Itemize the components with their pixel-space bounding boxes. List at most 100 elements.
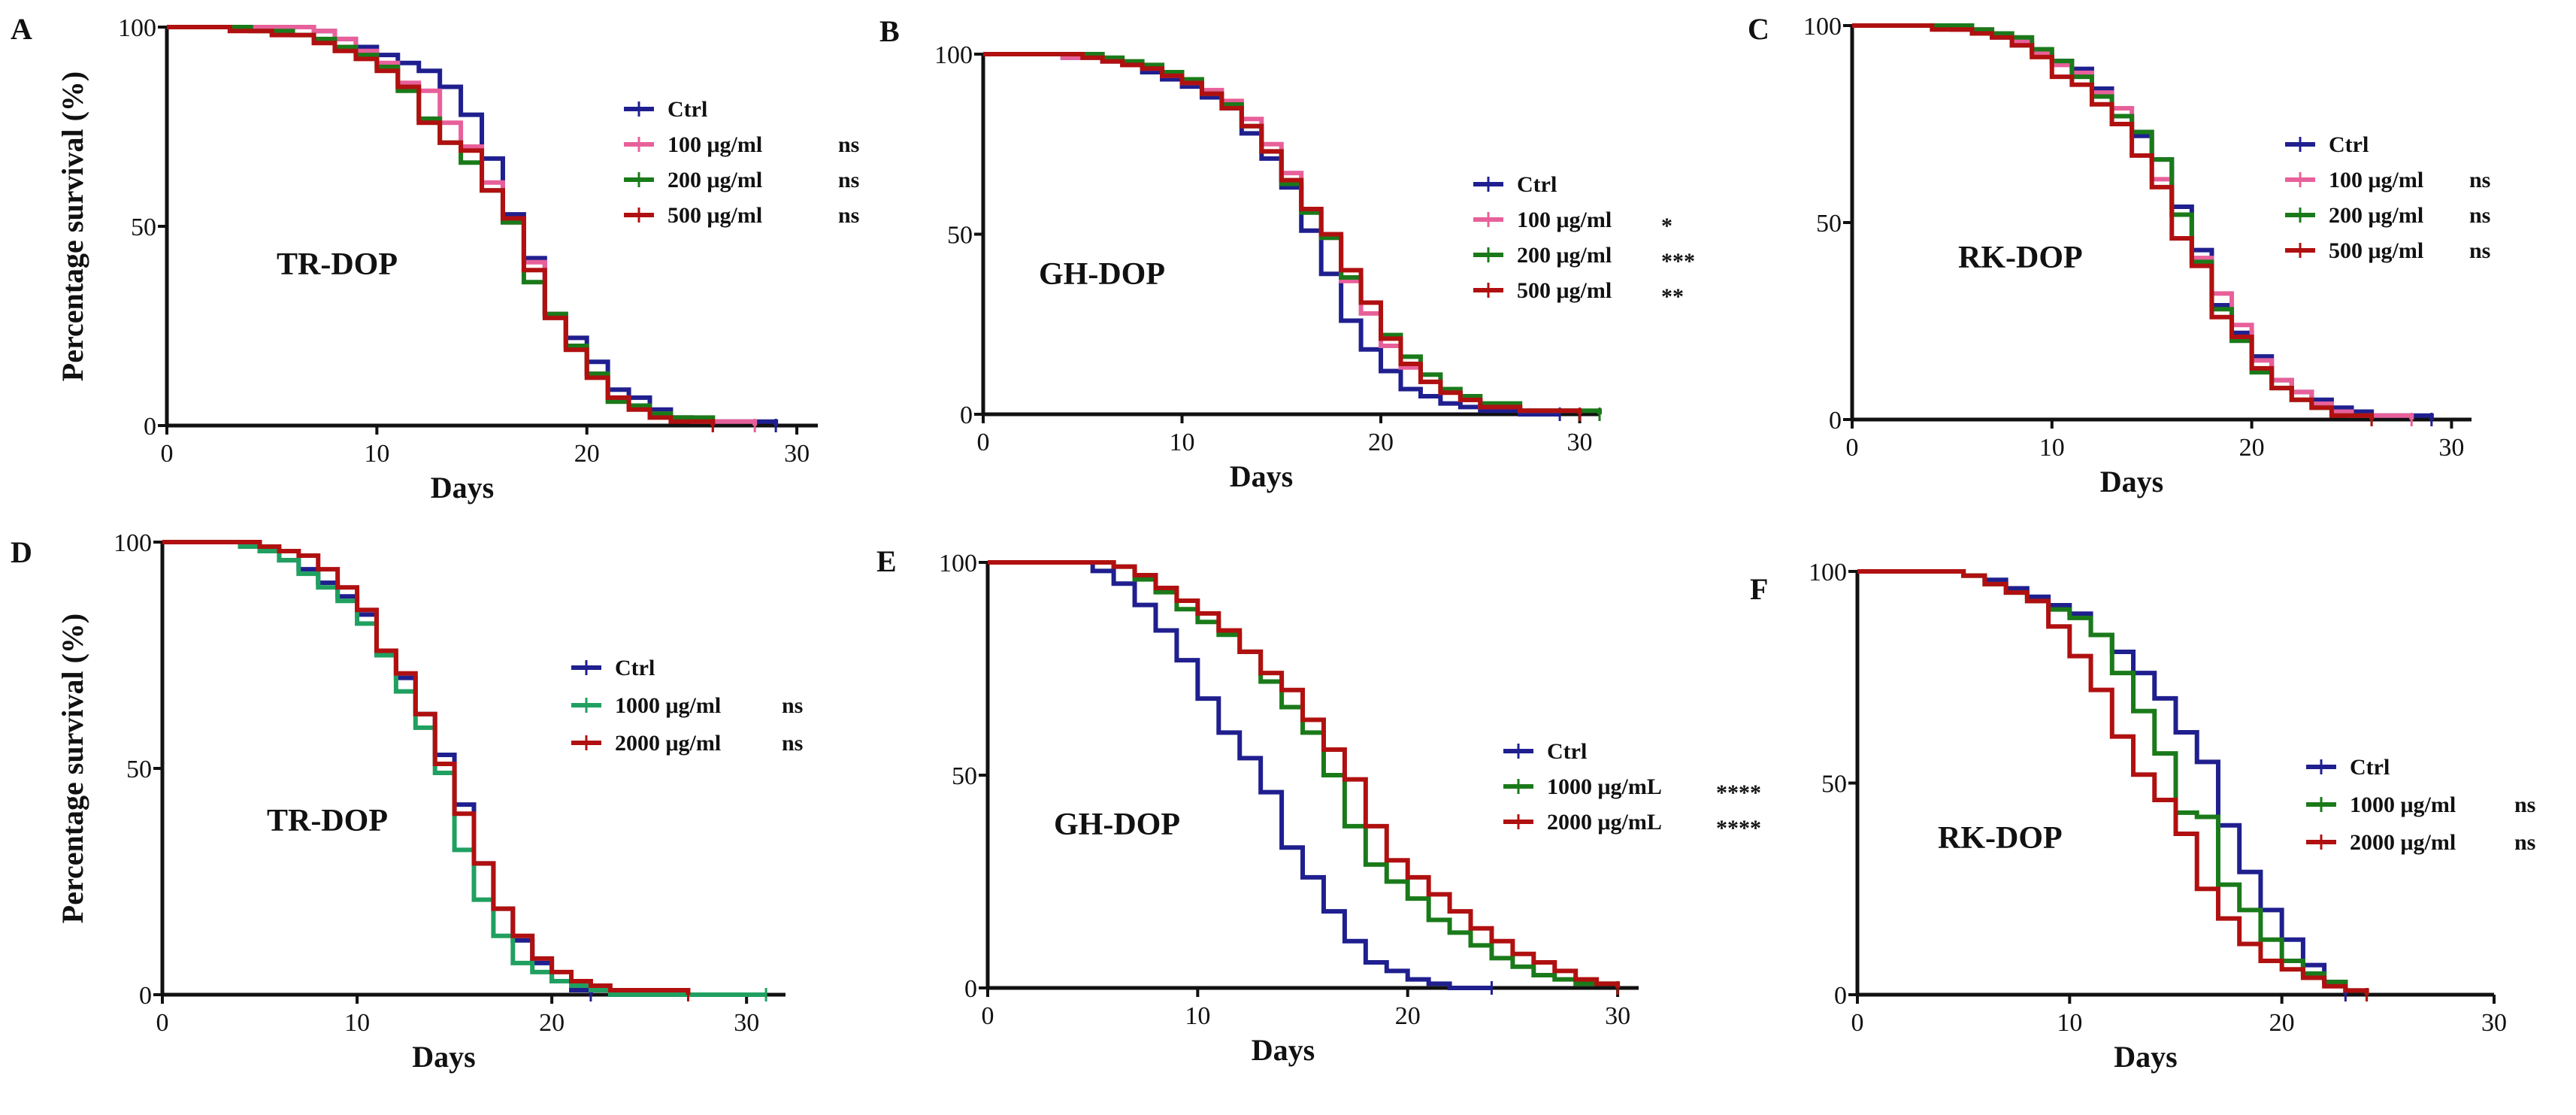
x-tick-label: 0 (161, 440, 174, 468)
y-tick-label: 0 (964, 975, 977, 1003)
series-line-3 (1852, 23, 2375, 420)
y-tick-label: 100 (118, 14, 156, 42)
panel-letter: D (11, 535, 32, 569)
y-tick-label: 0 (144, 413, 156, 441)
x-tick-label: 20 (2269, 1009, 2295, 1037)
series-line-1 (988, 560, 1492, 990)
inset-label: GH-DOP (1054, 807, 1180, 842)
y-tick-label: 50 (947, 222, 973, 250)
y-tick-label: 0 (960, 401, 973, 429)
x-tick-label: 30 (784, 440, 810, 468)
legend-significance: ns (838, 203, 859, 228)
legend-label: 200 μg/ml (2329, 203, 2423, 228)
x-tick-label: 30 (734, 1009, 759, 1037)
x-axis-label: Days (1252, 1033, 1315, 1067)
x-tick-label: 10 (364, 440, 389, 468)
legend: Ctrl 100 μg/ml ns 200 μg/ml ns 500 μg/ml ns (2285, 132, 2490, 263)
series-line-4 (1852, 23, 2375, 420)
series-line-2 (162, 540, 767, 997)
legend-significance: ns (2514, 792, 2535, 817)
legend-significance: ns (838, 132, 859, 157)
x-tick-label: 20 (574, 440, 600, 468)
y-tick-label: 0 (1834, 982, 1847, 1010)
y-tick-label: 0 (1829, 407, 1842, 435)
series-line-1 (983, 52, 1560, 417)
legend-significance: ns (2514, 830, 2535, 855)
legend-label: 200 μg/ml (667, 168, 762, 192)
legend-significance: ns (2469, 238, 2490, 263)
legend-significance: ns (2469, 168, 2490, 192)
x-tick-label: 0 (977, 429, 990, 456)
x-tick-label: 20 (2239, 434, 2265, 462)
x-tick-label: 0 (982, 1002, 994, 1030)
series-line-2 (1857, 569, 2369, 995)
legend: Ctrl 100 μg/ml ns 200 μg/ml ns 500 μg/ml ns (624, 97, 859, 228)
legend-label: Ctrl (615, 656, 655, 680)
legend-label: 1000 μg/ml (2350, 792, 2456, 817)
x-axis-label: Days (412, 1040, 475, 1074)
series-line-3 (983, 52, 1602, 414)
y-tick-label: 100 (934, 41, 973, 69)
panel-c: C 0 10 20 30 0 50 100 Days RK-DOP Ctrl 100 μg/ml ns 2… (1748, 12, 2490, 498)
series-line-4 (983, 52, 1582, 414)
y-tick-label: 50 (1821, 771, 1847, 798)
inset-label: TR-DOP (267, 804, 388, 838)
legend-significance: * (1661, 214, 1672, 238)
legend-label: 100 μg/ml (2329, 168, 2423, 192)
inset-label: RK-DOP (1958, 241, 2083, 275)
x-tick-label: 0 (156, 1009, 169, 1037)
x-tick-label: 30 (1605, 1002, 1630, 1030)
legend-label: 200 μg/ml (1517, 243, 1612, 268)
legend-significance: ns (2469, 203, 2490, 228)
series-line-2 (988, 560, 1621, 988)
y-tick-label: 50 (131, 214, 156, 241)
y-axis-label: Percentage survival (%) (56, 614, 89, 923)
panel-letter: F (1750, 572, 1768, 606)
y-tick-label: 100 (1809, 559, 1847, 586)
legend: Ctrl 1000 μg/mL **** 2000 μg/mL **** (1503, 739, 1761, 841)
panel-letter: C (1748, 12, 1769, 46)
legend-label: 2000 μg/ml (615, 731, 721, 756)
legend-label: 100 μg/ml (667, 132, 762, 157)
x-tick-label: 30 (2481, 1009, 2507, 1037)
legend-label: Ctrl (667, 97, 707, 122)
x-tick-label: 10 (1185, 1002, 1210, 1030)
inset-label: TR-DOP (277, 247, 398, 282)
panel-e: E 0 10 20 30 0 50 100 Days GH-DOP Ctrl 1000 μg/mL **… (876, 544, 1761, 1067)
x-tick-label: 20 (1368, 429, 1394, 456)
panel-b: B 0 10 20 30 0 50 100 Days GH-DOP Ctrl 100 μg/ml * 20… (879, 14, 1695, 493)
legend-label: Ctrl (2329, 132, 2369, 157)
legend-significance: ns (782, 693, 803, 718)
panel-f: F 0 10 20 30 0 50 100 Days RK-DOP Ctrl 1000 μg/ml ns… (1750, 559, 2535, 1074)
panel-d: D 0 10 20 30 0 50 100 Days Percentage survival (%… (11, 529, 803, 1074)
x-tick-label: 10 (2057, 1009, 2082, 1037)
y-tick-label: 100 (114, 529, 152, 557)
legend-significance: *** (1661, 249, 1695, 274)
x-tick-label: 20 (1395, 1002, 1421, 1030)
x-tick-label: 20 (539, 1009, 565, 1037)
legend-label: 2000 μg/ml (2350, 830, 2456, 855)
y-tick-label: 0 (139, 982, 152, 1010)
series-line-3 (162, 540, 691, 995)
x-tick-label: 30 (2438, 434, 2464, 462)
x-tick-label: 10 (344, 1009, 370, 1037)
legend-significance: ** (1661, 284, 1684, 309)
panel-letter: E (876, 544, 897, 578)
series-line-2 (983, 52, 1582, 414)
panel-letter: A (11, 12, 32, 46)
legend-significance: ns (782, 731, 803, 756)
x-tick-label: 0 (1851, 1009, 1864, 1037)
inset-label: RK-DOP (1938, 821, 2063, 856)
series-line-3 (988, 560, 1621, 988)
legend-label: 500 μg/ml (1517, 278, 1612, 303)
x-tick-label: 30 (1567, 429, 1593, 456)
legend: Ctrl 1000 μg/ml ns 2000 μg/ml ns (571, 656, 803, 756)
y-tick-label: 50 (126, 756, 152, 783)
legend-label: 500 μg/ml (667, 203, 762, 228)
legend-label: 500 μg/ml (2329, 238, 2423, 263)
x-axis-label: Days (2114, 1040, 2177, 1074)
y-tick-label: 50 (1816, 210, 1842, 238)
legend-label: Ctrl (1547, 739, 1587, 764)
legend: Ctrl 100 μg/ml * 200 μg/ml *** 500 μg/ml ** (1473, 172, 1695, 309)
